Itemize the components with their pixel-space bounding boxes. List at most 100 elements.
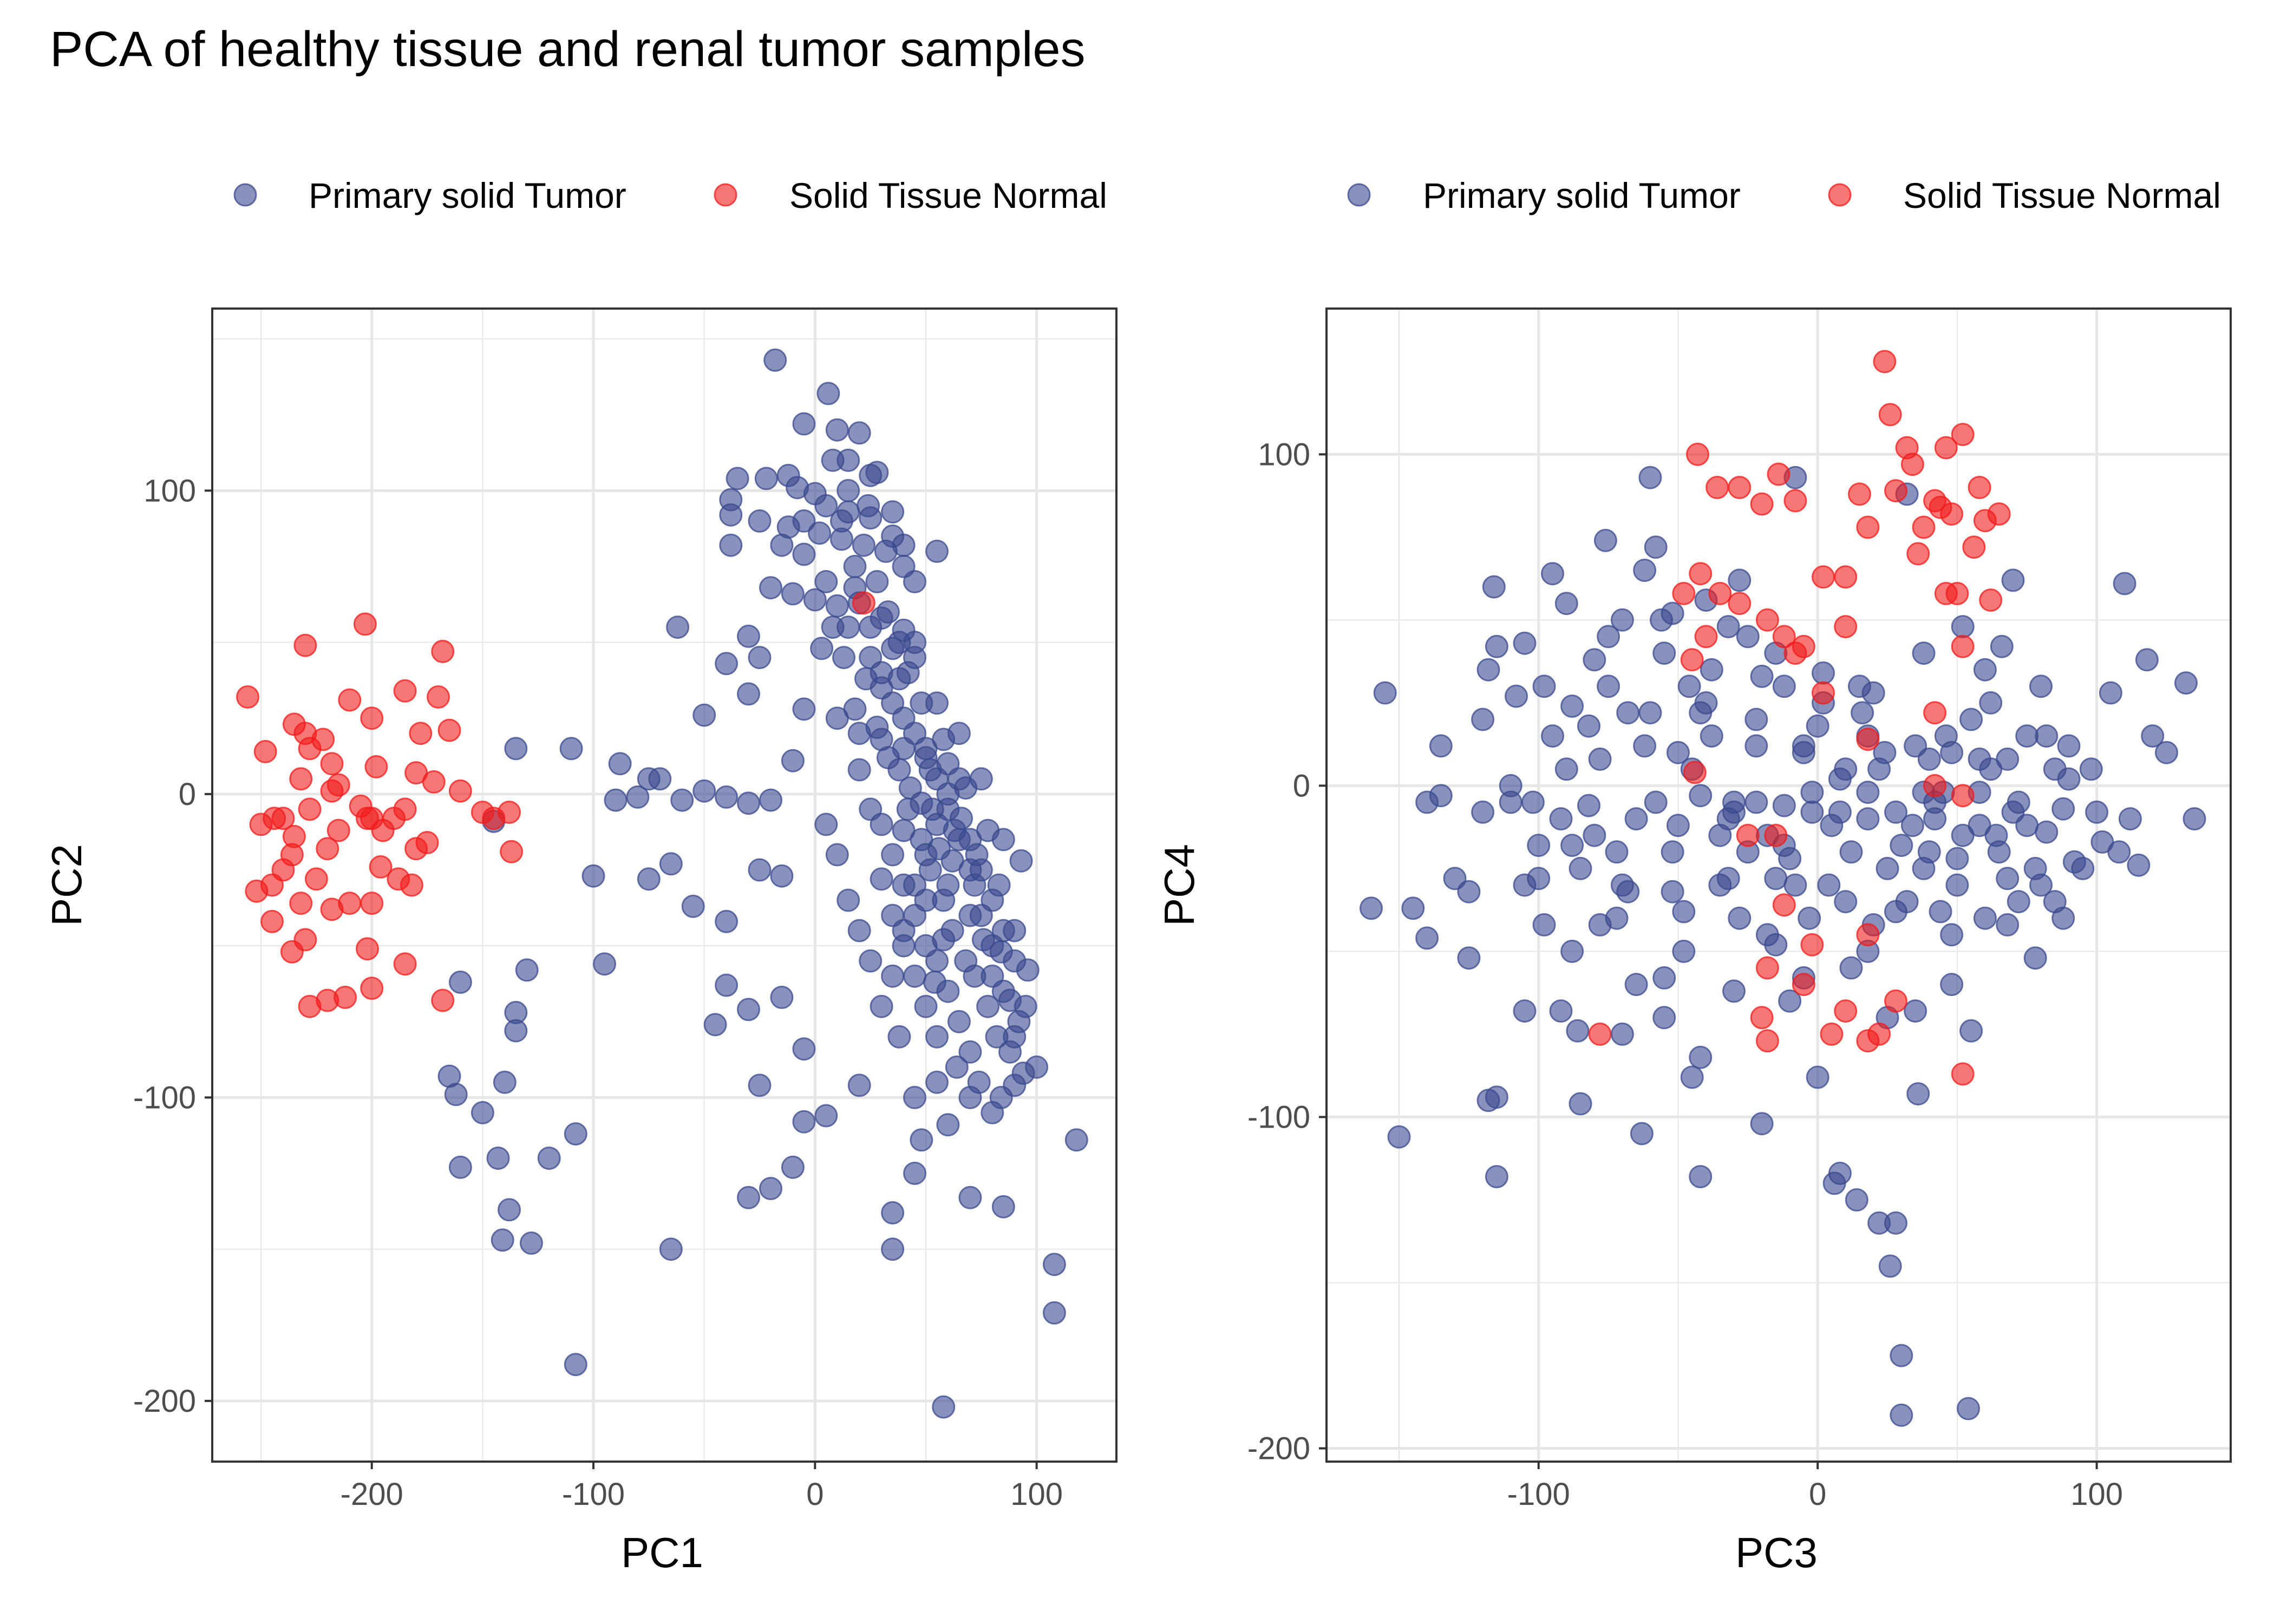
point-tumor [1583, 823, 1606, 847]
point-tumor [1973, 658, 1997, 682]
point-normal [1764, 823, 1788, 847]
point-tumor [814, 570, 838, 593]
point-tumor [1597, 625, 1620, 649]
point-tumor [2015, 814, 2039, 837]
point-normal [393, 797, 417, 821]
y-tick-label: 0 [179, 777, 196, 812]
point-normal [1834, 565, 1858, 589]
point-tumor [925, 1025, 949, 1049]
point-normal [338, 688, 362, 712]
point-tumor [837, 479, 860, 502]
point-normal [409, 722, 433, 745]
point-tumor [1689, 701, 1713, 725]
point-tumor [892, 554, 916, 578]
point-tumor [837, 888, 860, 912]
point-tumor [498, 1198, 521, 1222]
point-tumor [881, 637, 905, 660]
point-tumor [1476, 1089, 1500, 1112]
point-tumor [1996, 867, 2020, 890]
point-normal [1728, 592, 1752, 615]
point-tumor [1633, 559, 1657, 582]
point-tumor [881, 524, 905, 548]
point-normal [1867, 1022, 1891, 1046]
point-tumor [847, 1073, 871, 1097]
point-normal [1951, 1062, 1975, 1086]
point-tumor [958, 903, 982, 927]
point-tumor [737, 682, 760, 706]
point-tumor [1549, 807, 1573, 831]
point-normal [1728, 476, 1752, 499]
point-tumor [814, 494, 838, 518]
point-normal [1680, 648, 1704, 672]
point-tumor [1890, 834, 1913, 857]
point-tumor [998, 1040, 1022, 1064]
point-tumor [1856, 807, 1880, 831]
point-normal [852, 591, 875, 615]
point-tumor [832, 646, 855, 670]
point-tumor [719, 503, 743, 527]
point-normal [1706, 476, 1729, 499]
point-normal [1951, 634, 1975, 658]
point-normal [360, 706, 384, 730]
point-tumor [859, 463, 883, 487]
point-tumor [892, 873, 916, 897]
point-tumor [1750, 664, 1774, 688]
legend-marker-tumor [1347, 183, 1371, 207]
point-tumor [1616, 880, 1640, 903]
point-tumor [2043, 757, 2067, 781]
point-tumor [1812, 661, 1835, 685]
point-normal [482, 807, 506, 830]
point-tumor [559, 737, 583, 761]
point-tumor [2071, 856, 2095, 880]
point-tumor [2127, 853, 2151, 877]
point-tumor [1728, 906, 1752, 930]
y-tick-label: 100 [143, 473, 196, 508]
point-tumor [519, 1231, 543, 1255]
point-tumor [1569, 1092, 1592, 1116]
point-normal [1968, 476, 1991, 499]
point-tumor [1834, 890, 1858, 914]
point-tumor [1042, 1253, 1066, 1276]
point-normal [245, 879, 269, 903]
point-normal [1689, 562, 1713, 586]
point-tumor [759, 1177, 782, 1200]
point-normal [431, 639, 455, 663]
point-tumor [515, 958, 539, 982]
point-tumor [754, 467, 778, 490]
point-tumor [1940, 741, 1964, 764]
point-normal [1884, 479, 1907, 503]
point-tumor [969, 767, 993, 791]
point-tumor [936, 873, 960, 897]
point-tumor [852, 533, 875, 557]
point-tumor [1722, 979, 1746, 1003]
point-tumor [1828, 1162, 1852, 1185]
point-tumor [608, 752, 632, 776]
point-tumor [1996, 913, 2020, 937]
point-tumor [2135, 648, 2159, 672]
point-tumor [792, 1037, 816, 1061]
point-normal [1750, 1006, 1774, 1030]
point-tumor [504, 1019, 528, 1043]
point-tumor [1783, 873, 1807, 897]
point-tumor [1959, 1019, 1983, 1043]
point-normal [427, 685, 450, 709]
point-tumor [830, 509, 853, 533]
point-tumor [692, 779, 716, 803]
point-tumor [759, 576, 782, 600]
point-tumor [1906, 1082, 1930, 1106]
legend-label-tumor: Primary solid Tumor [1423, 175, 1741, 215]
point-tumor [719, 533, 743, 557]
point-tumor [726, 467, 749, 490]
point-tumor [887, 667, 911, 691]
point-tumor [781, 749, 805, 772]
point-tumor [870, 867, 893, 891]
point-tumor [2079, 757, 2103, 781]
point-normal [1812, 681, 1835, 705]
point-tumor [1610, 1022, 1634, 1046]
point-tumor [1482, 575, 1506, 599]
point-tumor [837, 615, 860, 639]
point-tumor [1588, 747, 1612, 771]
point-tumor [903, 964, 926, 988]
point-tumor [715, 652, 739, 676]
point-normal [1934, 436, 1958, 460]
